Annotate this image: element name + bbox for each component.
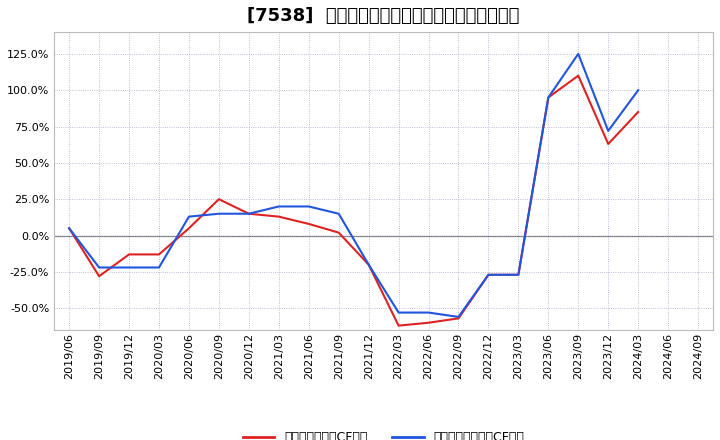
- Title: [7538]  有利子負債キャッシュフロー比率の推移: [7538] 有利子負債キャッシュフロー比率の推移: [248, 7, 520, 25]
- Legend: 有利子負債営業CF比率, 有利子負債フリーCF比率: 有利子負債営業CF比率, 有利子負債フリーCF比率: [238, 426, 529, 440]
